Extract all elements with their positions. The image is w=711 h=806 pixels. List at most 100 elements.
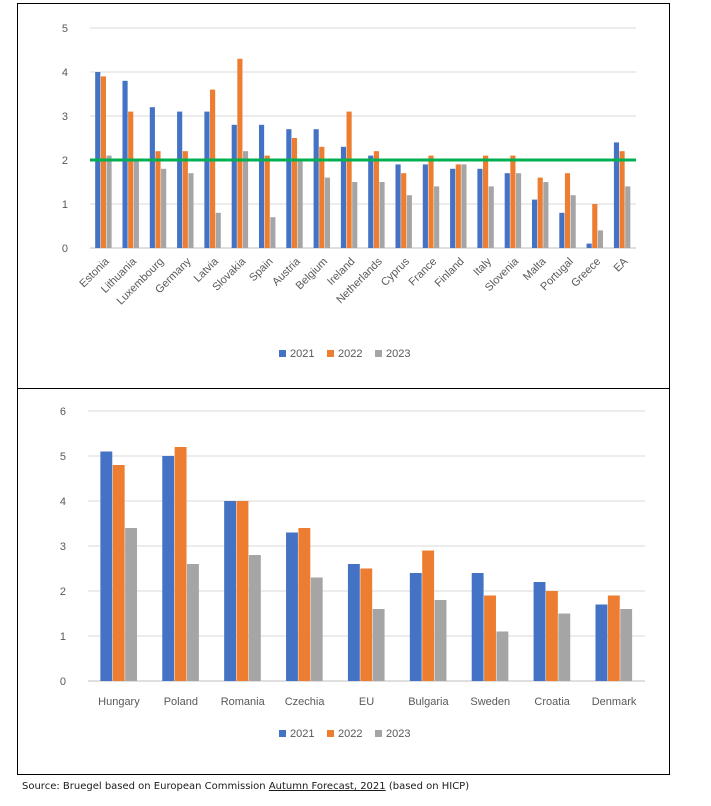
bar-2023-germany xyxy=(188,173,194,248)
bar-2023-sweden xyxy=(496,631,509,681)
y-tick-label: 0 xyxy=(60,676,66,688)
bar-2022-spain xyxy=(264,155,270,248)
y-tick-label: 2 xyxy=(62,155,68,167)
y-tick-label: 3 xyxy=(60,541,66,553)
x-category-label: Bulgaria xyxy=(408,696,449,708)
bar-2022-eu xyxy=(360,568,373,681)
bar-2021-eu xyxy=(347,564,360,681)
bar-2021-ea xyxy=(613,142,620,248)
bar-2022-poland xyxy=(174,447,187,681)
bar-2021-italy xyxy=(477,168,483,248)
bar-2023-lithuania xyxy=(133,160,139,248)
y-tick-label: 2 xyxy=(60,586,66,598)
x-category-label: Croatia xyxy=(534,696,570,708)
bar-2023-belgium xyxy=(324,177,331,248)
x-category-label: Italy xyxy=(471,255,494,278)
bar-2022-romania xyxy=(236,501,249,681)
legend-swatch-2023 xyxy=(375,350,382,357)
bar-2022-cyprus xyxy=(401,173,407,248)
bar-2023-eu xyxy=(372,609,385,681)
y-tick-label: 3 xyxy=(62,111,68,123)
bar-2022-estonia xyxy=(100,76,106,249)
legend-swatch-2023 xyxy=(375,730,382,737)
bar-2021-luxembourg xyxy=(149,107,155,248)
bar-2022-austria xyxy=(291,138,298,248)
bar-2022-luxembourg xyxy=(155,151,161,248)
bar-2023-romania xyxy=(248,555,261,681)
bar-2023-slovakia xyxy=(242,151,249,248)
bar-2021-latvia xyxy=(204,111,210,248)
y-tick-label: 1 xyxy=(60,631,66,643)
x-category-label: Sweden xyxy=(470,696,510,708)
bar-2021-romania xyxy=(224,501,237,681)
source-prefix: Source: Bruegel based on European Commis… xyxy=(22,781,269,792)
bar-2023-denmark xyxy=(620,609,633,681)
y-tick-label: 5 xyxy=(62,23,68,35)
y-tick-label: 1 xyxy=(62,199,68,211)
bar-2021-ireland xyxy=(340,146,347,248)
bar-2023-poland xyxy=(187,564,199,681)
bar-2021-netherlands xyxy=(368,155,374,248)
bar-2023-italy xyxy=(488,186,494,248)
legend-label-2023: 2023 xyxy=(386,728,410,740)
bar-2021-greece xyxy=(586,243,592,248)
legend-swatch-2022 xyxy=(327,350,334,357)
bar-2022-netherlands xyxy=(373,151,379,248)
bar-2021-croatia xyxy=(533,582,546,681)
y-tick-label: 6 xyxy=(60,406,66,418)
bar-2021-poland xyxy=(162,456,175,681)
bar-2023-estonia xyxy=(106,155,112,248)
bar-2021-germany xyxy=(177,111,183,248)
bar-2023-cyprus xyxy=(406,195,412,248)
y-tick-label: 0 xyxy=(62,243,68,255)
bar-2023-ireland xyxy=(352,182,358,248)
x-category-label: EU xyxy=(359,696,374,708)
bar-2021-lithuania xyxy=(122,80,128,248)
bar-2021-spain xyxy=(258,124,265,248)
bar-2021-cyprus xyxy=(395,164,401,248)
source-suffix: (based on HICP) xyxy=(385,781,470,792)
bar-2023-finland xyxy=(461,164,467,248)
bar-2022-croatia xyxy=(545,591,558,681)
bar-2021-czechia xyxy=(286,532,298,681)
bar-2023-spain xyxy=(270,217,276,248)
x-category-label: Hungary xyxy=(98,696,140,708)
bar-2021-france xyxy=(422,164,428,248)
chart-bottom-svg: 0 1 2 3 4 5 6 Hungary Poland Romania Czechia EU Bulg… xyxy=(60,406,645,740)
bar-2021-denmark xyxy=(595,604,608,681)
x-category-label: Romania xyxy=(221,696,266,708)
bar-2022-ireland xyxy=(346,111,352,248)
legend-label-2021: 2021 xyxy=(290,348,314,360)
bar-2021-finland xyxy=(450,168,456,248)
chart-panel-top: 0 1 2 3 4 5 Estonia Lithuania Luxembourg Germany L… xyxy=(17,3,670,389)
bar-2021-sweden xyxy=(471,573,484,681)
x-category-label: Denmark xyxy=(592,696,637,708)
bar-2023-greece xyxy=(597,230,604,248)
bar-2022-czechia xyxy=(298,528,311,681)
bar-2021-malta xyxy=(531,199,538,248)
bar-2021-bulgaria xyxy=(409,573,422,681)
x-category-label: EA xyxy=(612,255,631,274)
bar-2023-ea xyxy=(625,186,631,248)
bar-2023-croatia xyxy=(558,613,571,681)
bar-2022-portugal xyxy=(564,173,571,248)
bar-2023-bulgaria xyxy=(434,600,447,681)
y-tick-label: 4 xyxy=(62,67,68,79)
bar-2021-hungary xyxy=(100,451,113,681)
bar-2022-germany xyxy=(182,151,188,248)
bar-2023-luxembourg xyxy=(161,168,167,248)
bar-2023-czechia xyxy=(310,577,323,681)
source-link[interactable]: Autumn Forecast, 2021 xyxy=(268,781,386,792)
x-category-label: Cyprus xyxy=(379,255,412,288)
chart-panel-bottom: 0 1 2 3 4 5 6 Hungary Poland Romania Czechia EU Bulg… xyxy=(17,389,670,775)
bar-2023-slovenia xyxy=(515,173,522,248)
x-category-label: Finland xyxy=(433,256,467,290)
bar-2023-austria xyxy=(297,160,303,248)
bar-2023-portugal xyxy=(570,195,576,248)
bar-2021-slovenia xyxy=(504,173,510,248)
legend-label-2023: 2023 xyxy=(386,348,410,360)
bar-2022-finland xyxy=(455,164,461,248)
bar-2022-malta xyxy=(537,177,543,248)
bar-2022-sweden xyxy=(484,595,496,681)
bar-2022-lithuania xyxy=(128,111,134,248)
